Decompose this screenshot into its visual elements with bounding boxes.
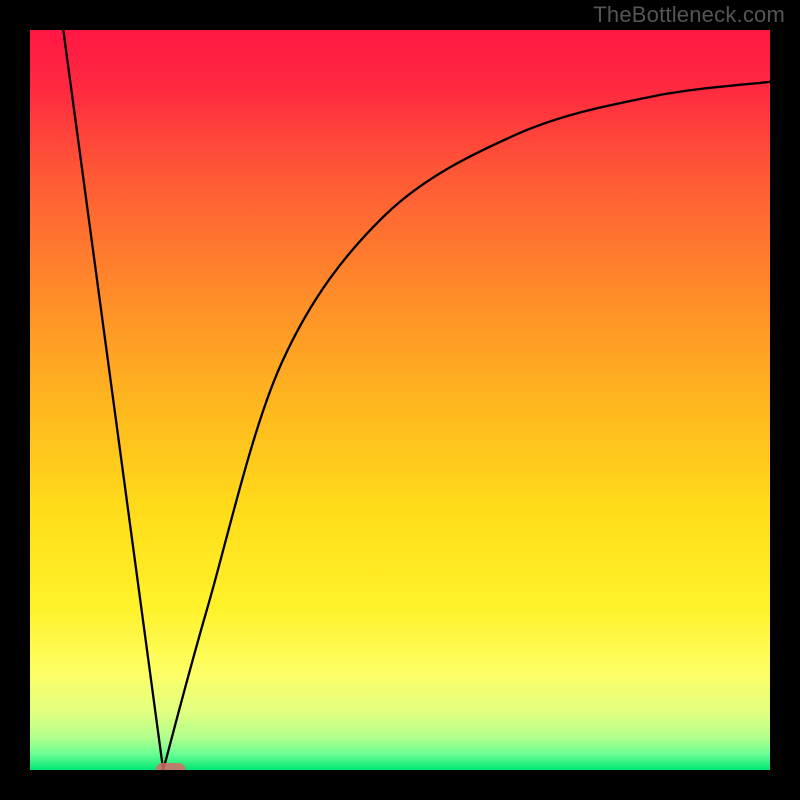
bottleneck-curve-chart [0,0,800,800]
plot-background [30,30,770,770]
frame-border [0,770,800,800]
frame-border [770,0,800,800]
watermark-text: TheBottleneck.com [593,2,785,28]
chart-container: TheBottleneck.com [0,0,800,800]
frame-border [0,0,30,800]
